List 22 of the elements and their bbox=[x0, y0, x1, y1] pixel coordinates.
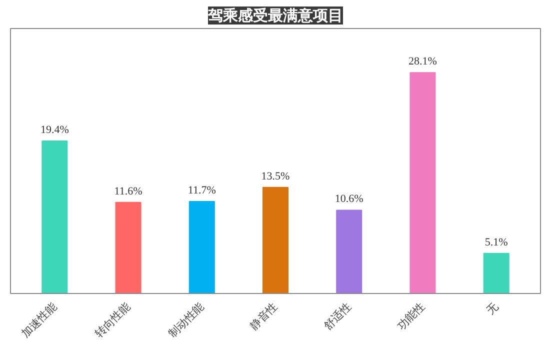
data-label: 5.1% bbox=[484, 236, 508, 248]
bar bbox=[188, 201, 215, 294]
chart-title: 驾乘感受最满意项目 bbox=[207, 6, 343, 24]
data-label: 28.1% bbox=[408, 56, 437, 68]
bar bbox=[42, 140, 68, 294]
bar bbox=[336, 210, 362, 294]
x-tick-label: 无 bbox=[484, 300, 501, 317]
bar bbox=[483, 252, 510, 294]
bar bbox=[115, 202, 142, 294]
x-tick-label: 功能性 bbox=[394, 300, 428, 332]
x-tick-label: 制动性能 bbox=[166, 300, 206, 340]
bar bbox=[262, 186, 289, 294]
x-tick-label: 静音性 bbox=[248, 300, 280, 332]
data-label: 13.5% bbox=[261, 170, 290, 182]
x-tick-label: 舒适性 bbox=[321, 300, 354, 332]
data-label: 11.6% bbox=[114, 185, 142, 198]
x-tick-label: 加速性能 bbox=[18, 300, 60, 340]
x-tick-label: 转向性能 bbox=[92, 300, 133, 340]
data-label: 19.4% bbox=[40, 124, 69, 136]
bar bbox=[410, 72, 436, 294]
data-label: 11.7% bbox=[188, 184, 216, 197]
data-label: 10.6% bbox=[334, 193, 364, 206]
